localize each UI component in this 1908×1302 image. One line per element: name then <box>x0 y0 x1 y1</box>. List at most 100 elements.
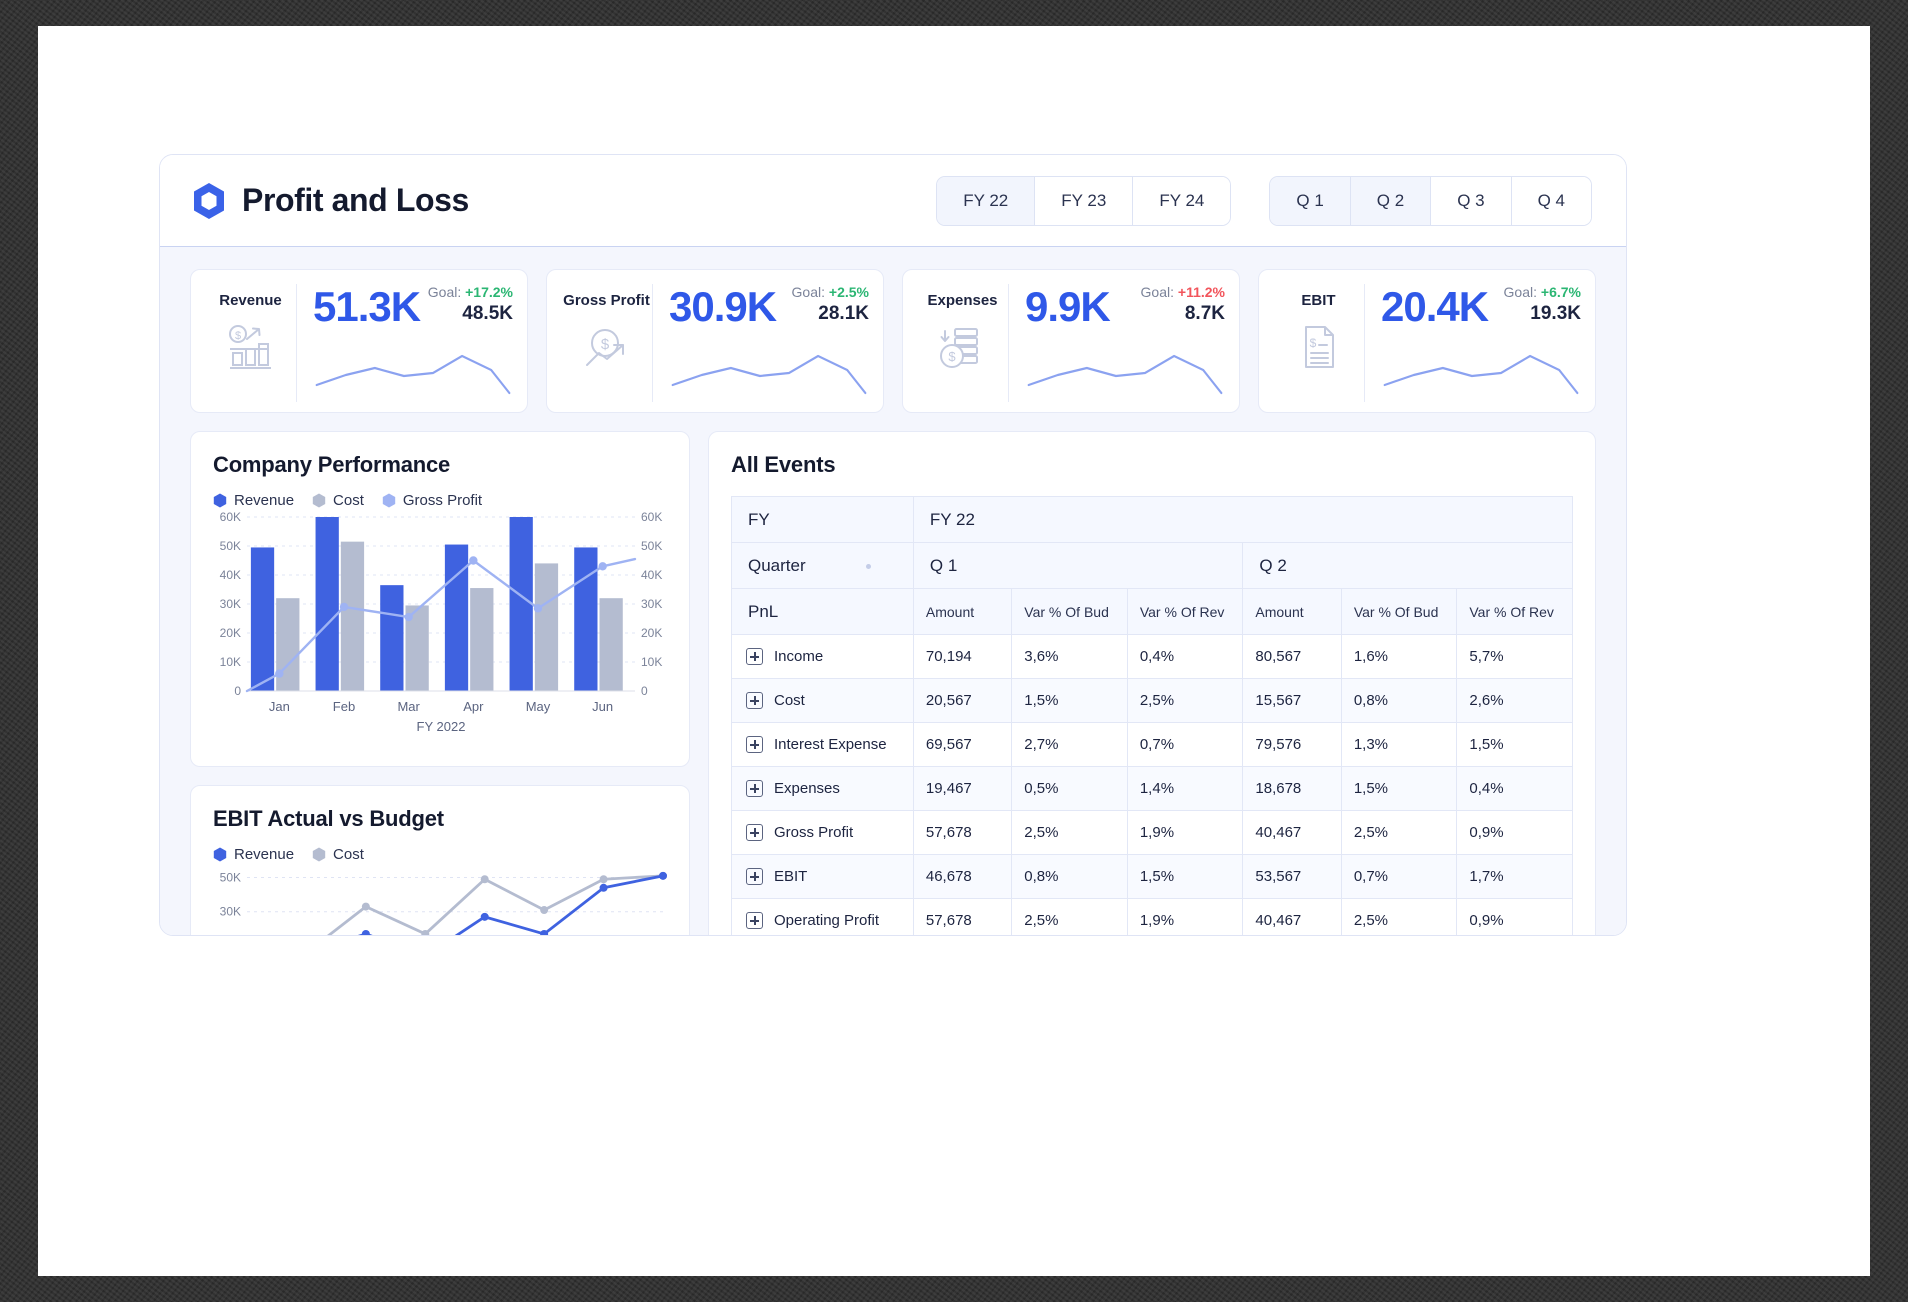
header-quarter-q1: Q 1 <box>912 542 1244 589</box>
kpi-top-expenses: 9.9K Goal: +11.2% 8.7K <box>1025 284 1225 328</box>
table-row-name-cell: EBIT <box>731 854 914 899</box>
tab-q3[interactable]: Q 3 <box>1431 176 1512 225</box>
line-marker-gross-profit <box>533 604 543 613</box>
line-marker-cost <box>599 875 608 884</box>
tab-fy-23[interactable]: FY 23 <box>1035 176 1134 225</box>
table-cell: 0,9% <box>1456 898 1573 935</box>
table-row-label: Expenses <box>774 780 840 797</box>
right-column: All Events FY FY 22 <box>708 431 1596 935</box>
plus-box-icon[interactable] <box>746 824 763 841</box>
table-cell: 40,467 <box>1242 810 1342 855</box>
y-axis-tick-label: 10K <box>220 655 241 669</box>
table-row-label: Operating Profit <box>774 912 880 929</box>
y-axis-right-tick-label: 60K <box>641 510 662 524</box>
line-marker-gross-profit <box>598 562 607 571</box>
plus-box-icon[interactable] <box>746 648 763 665</box>
company-performance-chart: 0 0 10K 10K 20K 20K 30K 30K 40K 40K 50K 50K 60K 60K Ja… <box>220 510 663 734</box>
kpi-goal-revenue: Goal: +17.2% 48.5K <box>428 284 513 325</box>
y-axis-right-tick-label: 20K <box>641 626 662 640</box>
kpi-card-expenses[interactable]: Expenses $ <box>902 269 1240 413</box>
kpi-top-ebit: 20.4K Goal: +6.7% 19.3K <box>1381 284 1581 328</box>
table-row[interactable]: EBIT 46,678 0,8% 1,5% 53,567 0,7% 1,7% <box>731 854 1573 899</box>
kpi-row: Revenue $ <box>190 269 1596 413</box>
kpi-card-revenue[interactable]: Revenue $ <box>190 269 528 413</box>
table-cell: 1,5% <box>1340 766 1458 811</box>
table-row-name-cell: Cost <box>731 678 914 723</box>
table-cell: 80,567 <box>1242 634 1342 679</box>
header-col-q2-amount: Amount <box>1242 588 1342 635</box>
kpi-goal-ebit: Goal: +6.7% 19.3K <box>1504 284 1581 325</box>
all-events-title: All Events <box>731 452 836 477</box>
table-cell: 1,5% <box>1456 722 1573 767</box>
kpi-goal-line-expenses: Goal: +11.2% <box>1141 284 1225 300</box>
all-events-panel: All Events FY FY 22 <box>708 431 1596 935</box>
y-axis-right-tick-label: 40K <box>641 568 662 582</box>
table-row-label: Gross Profit <box>774 824 854 841</box>
legend-item-ebit-revenue[interactable]: Revenue <box>213 846 294 863</box>
table-cell: 2,5% <box>1126 678 1244 723</box>
row-name-inner: EBIT <box>742 868 903 885</box>
line-marker-gross-profit <box>275 669 284 678</box>
table-cell: 69,567 <box>912 722 1013 767</box>
kpi-top-revenue: 51.3K Goal: +17.2% 48.5K <box>313 284 513 328</box>
kpi-label-gross-profit: Gross Profit <box>563 292 650 309</box>
kpi-goal-prefix-expenses: Goal: <box>1140 284 1178 300</box>
table-row[interactable]: Gross Profit 57,678 2,5% 1,9% 40,467 2,5% 0,9% <box>731 810 1573 855</box>
dashboard-window: Profit and Loss FY 22 FY 23 FY 24 Q 1 Q … <box>159 154 1627 936</box>
table-cell: 1,4% <box>1126 766 1244 811</box>
legend-item-cost[interactable]: Cost <box>312 492 364 509</box>
svg-text:$: $ <box>234 330 240 342</box>
kpi-label-expenses: Expenses <box>927 292 998 309</box>
line-gross-profit <box>245 557 637 693</box>
line-revenue <box>357 874 665 935</box>
header-fy-label: FY <box>731 496 914 543</box>
tab-fy-22[interactable]: FY 22 <box>937 176 1036 225</box>
legend-item-ebit-cost[interactable]: Cost <box>312 846 364 863</box>
y-axis-right-tick-label: 0 <box>641 684 648 698</box>
table-cell: 2,5% <box>1011 810 1128 855</box>
kpi-right-gross-profit: 30.9K Goal: +2.5% 28.1K <box>653 284 869 402</box>
plus-box-icon[interactable] <box>746 780 763 797</box>
tab-q4[interactable]: Q 4 <box>1511 176 1591 225</box>
table-cell: 5,7% <box>1456 634 1573 679</box>
events-table-body: Income 70,194 3,6% 0,4% 80,567 1,6% 5,7% Cost 20… <box>731 634 1573 935</box>
kpi-card-gross-profit[interactable]: Gross Profit $ <box>546 269 884 413</box>
legend-item-gross-profit[interactable]: Gross Profit <box>382 492 482 509</box>
kpi-goal-pct-expenses: +11.2% <box>1177 284 1225 300</box>
ebit-chart-title: EBIT Actual vs Budget <box>213 806 444 831</box>
table-cell: 0,8% <box>1340 678 1458 723</box>
line-marker-gross-profit <box>469 556 478 565</box>
page-title: Profit and Loss <box>242 182 469 218</box>
y-axis-right-tick-label: 10K <box>641 655 662 669</box>
x-axis-tick-label: May <box>526 699 551 714</box>
plus-box-icon[interactable] <box>746 736 763 753</box>
kpi-top-gross-profit: 30.9K Goal: +2.5% 28.1K <box>669 284 869 328</box>
legend-item-revenue[interactable]: Revenue <box>213 492 294 509</box>
table-row-label: Interest Expense <box>774 736 887 753</box>
y-axis-tick-label: 50K <box>220 871 241 885</box>
tab-q2[interactable]: Q 2 <box>1350 176 1432 225</box>
tab-q1[interactable]: Q 1 <box>1270 176 1351 225</box>
kpi-left-gross-profit: Gross Profit $ <box>561 284 653 402</box>
x-axis-tick-label: Jan <box>269 699 290 714</box>
table-row-quarter: Quarter Q 1 Q 2 <box>731 542 1573 589</box>
ebit-chart: 010K30K50KJanFebMarAprMayJunJulAug <box>220 871 667 935</box>
plus-box-icon[interactable] <box>746 868 763 885</box>
table-row[interactable]: Cost 20,567 1,5% 2,5% 15,567 0,8% 2,6% <box>731 678 1573 723</box>
kpi-right-revenue: 51.3K Goal: +17.2% 48.5K <box>297 284 513 402</box>
hexagon-logo-icon <box>192 182 226 220</box>
plus-box-icon[interactable] <box>746 912 763 929</box>
kpi-card-ebit[interactable]: EBIT $ <box>1258 269 1596 413</box>
magnifier-dollar-arrow-icon: $ <box>581 323 633 376</box>
row-name-inner: Gross Profit <box>742 824 903 841</box>
tab-fy-24[interactable]: FY 24 <box>1133 176 1231 225</box>
line-marker-revenue <box>361 929 370 935</box>
table-row-name-cell: Gross Profit <box>731 810 914 855</box>
table-row[interactable]: Income 70,194 3,6% 0,4% 80,567 1,6% 5,7% <box>731 634 1573 679</box>
plus-box-icon[interactable] <box>746 692 763 709</box>
table-row[interactable]: Operating Profit 57,678 2,5% 1,9% 40,467 2,5%… <box>731 898 1573 935</box>
table-row[interactable]: Interest Expense 69,567 2,7% 0,7% 79,576 1,3%… <box>731 722 1573 767</box>
header-fy-value: FY 22 <box>912 496 1574 543</box>
legend-swatch-revenue <box>213 493 227 508</box>
table-row[interactable]: Expenses 19,467 0,5% 1,4% 18,678 1,5% 0,4% <box>731 766 1573 811</box>
